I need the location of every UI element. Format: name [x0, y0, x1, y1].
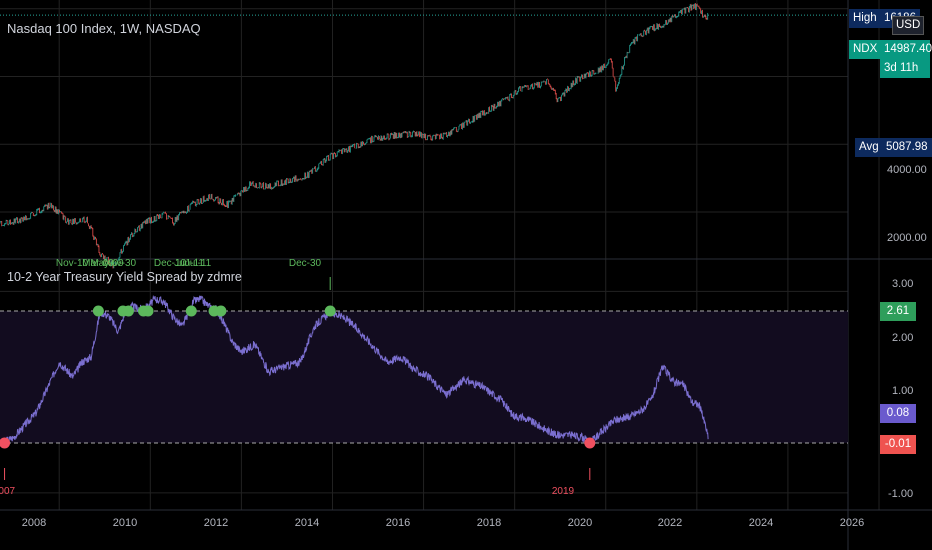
peak-event-label: Dec-10	[153, 258, 187, 269]
peak-event-label: Jun-11	[174, 258, 204, 269]
peak-marker	[185, 305, 197, 317]
indicator-axis-label: 3.00	[892, 278, 914, 290]
avg-tag: Avg	[855, 138, 883, 157]
symbol-tag: NDX	[849, 40, 882, 59]
peak-event-label: Mar-09	[82, 258, 114, 269]
time-axis-label: 2026	[839, 517, 865, 529]
time-axis-label: 2024	[748, 517, 774, 529]
time-axis-label: 2012	[203, 517, 229, 529]
trough-marker	[0, 437, 11, 449]
avg-value: 5087.98	[882, 138, 932, 157]
trough-event-label: 2019	[551, 486, 575, 497]
bar-countdown: 3d 11h	[880, 59, 930, 78]
lower-level-tag: -0.01	[880, 435, 916, 454]
trough-event-label: 2007	[0, 486, 16, 497]
trough-marker	[584, 437, 596, 449]
indicator-axis-label: -1.00	[888, 488, 914, 500]
current-value-tag: 0.08	[880, 404, 916, 423]
time-axis-label: 2016	[385, 517, 411, 529]
peak-event-label: Jul-11	[184, 258, 212, 269]
time-axis-label: 2014	[294, 517, 320, 529]
price-axis-label: 4000.00	[887, 164, 927, 176]
time-axis-label: 2010	[112, 517, 138, 529]
upper-level-tag: 2.61	[880, 302, 916, 321]
high-tag: High	[849, 9, 881, 28]
indicator-title: 10-2 Year Treasury Yield Spread by zdmre	[7, 270, 242, 284]
time-axis-label: 2022	[657, 517, 683, 529]
indicator-pane[interactable]	[0, 294, 848, 449]
currency-badge[interactable]: USD	[892, 16, 925, 35]
peak-event-label: Nov-10	[55, 258, 89, 269]
price-pane[interactable]	[0, 3, 848, 269]
indicator-axis-label: 2.00	[892, 332, 914, 344]
chart-title: Nasdaq 100 Index, 1W, NASDAQ	[7, 21, 201, 36]
time-axis-label: 2018	[476, 517, 502, 529]
time-axis-label: 2008	[21, 517, 47, 529]
price-axis-label: 2000.00	[887, 232, 927, 244]
indicator-axis-label: 1.00	[892, 385, 914, 397]
peak-event-label: May-09	[90, 258, 124, 269]
time-axis-label: 2020	[567, 517, 593, 529]
peak-event-label: Dec-30	[288, 258, 322, 269]
last-price-tag: 14987.40	[880, 40, 932, 59]
peak-event-label: Nov-30	[103, 258, 137, 269]
peak-marker	[92, 305, 104, 317]
peak-marker	[142, 305, 154, 317]
peak-marker	[324, 305, 336, 317]
peak-marker	[122, 305, 134, 317]
time-axis-ticks	[4, 277, 591, 480]
peak-marker	[215, 305, 227, 317]
